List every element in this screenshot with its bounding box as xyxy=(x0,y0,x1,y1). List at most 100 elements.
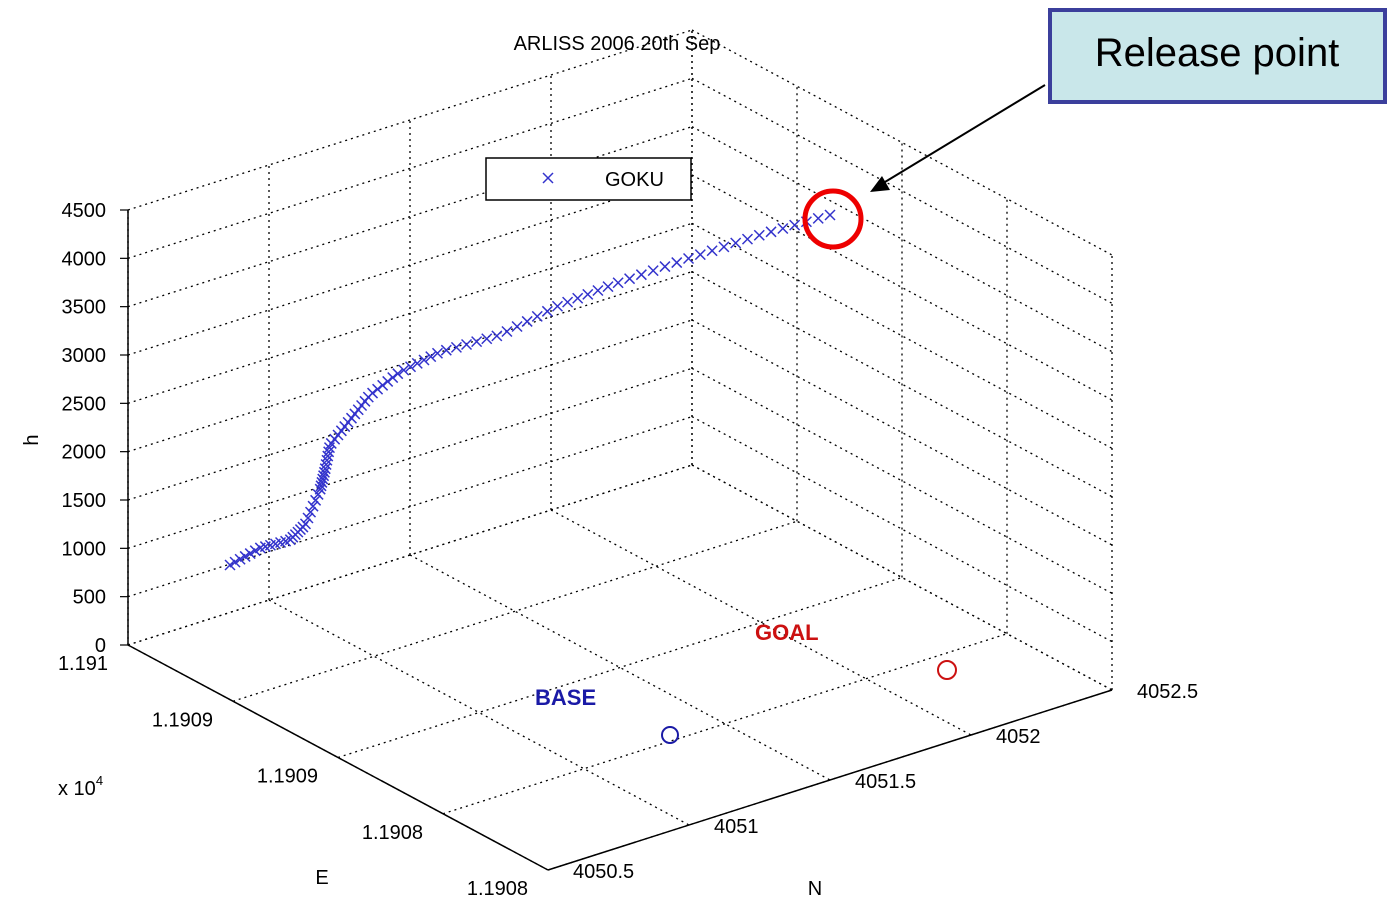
data-point xyxy=(316,476,328,488)
data-point xyxy=(671,257,683,269)
legend-entry-goku: GOKU xyxy=(605,169,664,191)
data-point xyxy=(431,347,444,359)
data-point xyxy=(460,338,473,351)
data-point xyxy=(244,548,256,560)
data-point xyxy=(229,556,241,568)
data-point xyxy=(307,500,319,512)
data-point xyxy=(647,265,659,277)
data-point xyxy=(321,454,333,466)
y-tick-label: 4051 xyxy=(714,816,759,838)
data-point xyxy=(635,269,647,281)
data-point xyxy=(624,273,636,285)
z-tick-label: 4000 xyxy=(62,248,107,270)
data-point xyxy=(377,379,389,391)
data-point xyxy=(562,296,574,308)
x-tick-labels: 1.191 1.1909 1.1909 1.1908 1.1908 xyxy=(58,653,528,900)
data-point xyxy=(382,375,394,387)
data-point xyxy=(694,249,706,261)
z-tick-label: 0 xyxy=(95,635,106,657)
release-point-circle xyxy=(802,188,864,250)
x-axis-label: E xyxy=(315,867,328,889)
z-tick-label: 4500 xyxy=(62,200,107,222)
data-point xyxy=(315,480,327,492)
data-point xyxy=(682,252,695,265)
release-point-callout: Release point xyxy=(802,8,1387,250)
x-multiplier: x 104 xyxy=(58,773,103,800)
data-point xyxy=(812,212,824,224)
data-point xyxy=(372,383,384,395)
data-point xyxy=(777,222,789,235)
data-point xyxy=(730,237,742,249)
data-point xyxy=(224,559,236,571)
data-point xyxy=(471,336,483,348)
data-point xyxy=(659,261,671,273)
data-point xyxy=(521,315,533,327)
data-point xyxy=(323,446,335,458)
series-goku xyxy=(224,209,836,571)
base-marker xyxy=(661,726,679,744)
z-tick-label: 500 xyxy=(73,587,106,609)
data-point xyxy=(541,305,553,317)
data-point xyxy=(450,341,462,353)
x-tick-label: 1.1909 xyxy=(152,709,213,731)
data-point xyxy=(592,284,604,297)
data-point xyxy=(582,288,594,300)
data-point xyxy=(249,545,261,557)
data-point xyxy=(387,372,399,384)
data-point xyxy=(511,320,523,333)
data-point xyxy=(318,466,330,478)
x-tick-label: 1.1908 xyxy=(362,822,423,844)
z-tick-label: 3000 xyxy=(62,345,107,367)
data-point xyxy=(425,351,437,363)
goal-marker xyxy=(937,660,957,680)
data-point xyxy=(323,442,336,454)
data-point xyxy=(318,470,330,482)
data-point xyxy=(302,512,314,524)
legend-marker-x xyxy=(542,172,554,184)
data-point xyxy=(239,550,251,562)
data-point xyxy=(440,344,452,356)
y-tick-label: 4052 xyxy=(996,726,1041,748)
data-point xyxy=(572,292,584,304)
data-point xyxy=(418,354,430,366)
data-point xyxy=(789,219,801,231)
data-point xyxy=(501,325,513,338)
data-point xyxy=(602,281,614,293)
data-point xyxy=(706,245,718,257)
axes-frame xyxy=(127,210,1113,871)
y-tick-label: 4052.5 xyxy=(1137,681,1198,703)
x-tick-label: 1.191 xyxy=(58,653,108,675)
y-tick-label: 4051.5 xyxy=(855,771,916,793)
data-point xyxy=(741,233,754,245)
data-point xyxy=(491,330,503,342)
data-point xyxy=(310,494,322,506)
data-point xyxy=(392,368,404,380)
data-point xyxy=(322,450,334,462)
callout-box xyxy=(1048,8,1387,104)
goal-label: GOAL xyxy=(755,620,819,645)
data-point xyxy=(254,542,266,554)
data-point xyxy=(411,357,423,369)
z-tick-label: 2000 xyxy=(62,442,107,464)
data-point xyxy=(531,310,543,322)
data-point xyxy=(612,277,624,289)
data-point xyxy=(824,209,836,221)
data-point xyxy=(765,226,777,238)
x-tick-label: 1.1909 xyxy=(257,766,318,788)
data-point xyxy=(317,473,329,485)
data-point xyxy=(398,364,410,376)
z-tick-labels: 0 500 1000 1500 2000 2500 3000 3500 4000 4500 xyxy=(62,200,128,657)
data-point xyxy=(718,241,730,253)
data-point xyxy=(551,300,564,312)
legend-box xyxy=(485,157,692,201)
base-label: BASE xyxy=(535,685,596,710)
data-point xyxy=(753,229,765,241)
data-point xyxy=(312,488,324,500)
z-tick-label: 1000 xyxy=(62,538,107,560)
data-point xyxy=(481,333,493,345)
data-point xyxy=(234,553,246,565)
y-axis-label: N xyxy=(808,878,822,900)
z-axis-label: h xyxy=(21,434,43,445)
legend: GOKU xyxy=(485,157,692,201)
